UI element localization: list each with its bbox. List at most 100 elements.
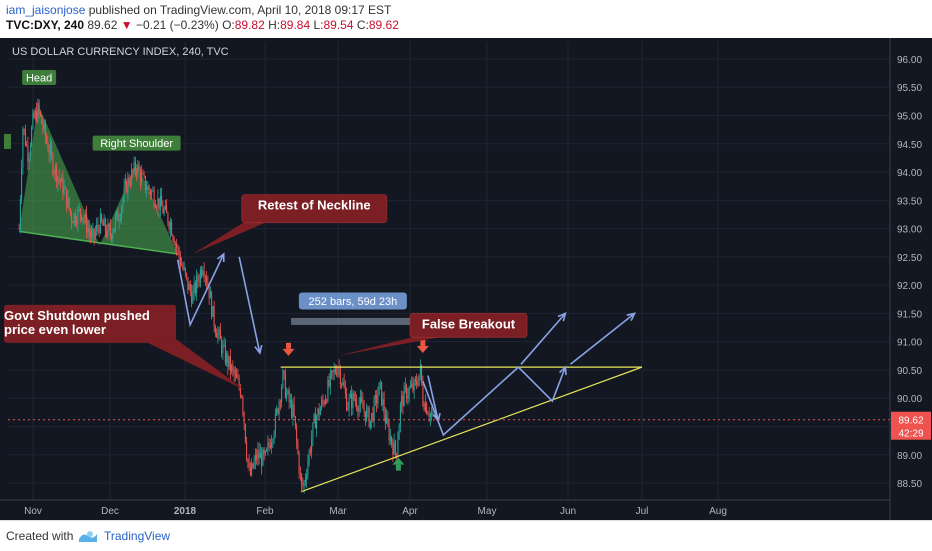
head-shoulders-pattern bbox=[19, 104, 178, 255]
candle-body bbox=[78, 208, 80, 210]
right-shoulder-label-box bbox=[92, 135, 181, 151]
candle-body bbox=[242, 397, 244, 413]
candle-body bbox=[264, 450, 266, 455]
candle-body bbox=[232, 365, 234, 370]
candle-body bbox=[304, 479, 306, 482]
candle-body bbox=[204, 276, 206, 278]
candle-body bbox=[378, 382, 380, 396]
candle-body bbox=[129, 183, 131, 185]
candle-body bbox=[117, 211, 119, 222]
candle-body bbox=[86, 213, 88, 233]
candle-body bbox=[202, 271, 204, 276]
y-tick-label: 90.00 bbox=[897, 394, 922, 405]
projection-arrow-2 bbox=[238, 256, 261, 354]
projection-arrow-6 bbox=[427, 375, 440, 422]
candle-body bbox=[128, 177, 130, 184]
candle-body bbox=[407, 395, 409, 399]
candle-body bbox=[83, 218, 85, 220]
candle-body bbox=[44, 123, 46, 137]
candle-body bbox=[296, 426, 298, 442]
candle-body bbox=[188, 284, 190, 290]
candle-body bbox=[368, 407, 370, 427]
candle-body bbox=[266, 448, 268, 451]
candle-body bbox=[386, 417, 388, 424]
candle-body bbox=[23, 128, 25, 131]
y-tick-label: 93.00 bbox=[897, 225, 922, 236]
candle-body bbox=[311, 438, 313, 452]
footer: Created with TradingView bbox=[0, 520, 932, 551]
candle-body bbox=[256, 454, 258, 460]
candle-body bbox=[39, 111, 41, 116]
candle-body bbox=[208, 285, 210, 299]
countdown-label: 42:29 bbox=[898, 429, 923, 440]
quote-line: TVC:DXY, 240 89.62 ▼ −0.21 (−0.23%) O:89… bbox=[6, 18, 399, 33]
candle-body bbox=[151, 191, 153, 195]
range-bar bbox=[291, 317, 434, 325]
tradingview-logo-icon[interactable] bbox=[78, 529, 98, 546]
candle-body bbox=[66, 188, 68, 208]
candle-body bbox=[194, 282, 196, 293]
candle-body bbox=[294, 416, 296, 427]
candle-body bbox=[58, 177, 60, 180]
candle-body bbox=[43, 123, 45, 129]
candle-body bbox=[119, 217, 121, 221]
author-link[interactable]: iam_jaisonjose bbox=[6, 3, 86, 17]
candle-body bbox=[34, 110, 36, 118]
candle-body bbox=[347, 408, 349, 411]
govt-label-pointer bbox=[128, 333, 245, 390]
candles bbox=[18, 98, 434, 494]
candle-body bbox=[99, 214, 101, 233]
candle-body bbox=[154, 205, 156, 208]
candle-body bbox=[181, 265, 183, 266]
candle-body bbox=[249, 467, 251, 475]
candle-body bbox=[408, 387, 410, 396]
candle-body bbox=[421, 364, 423, 384]
candle-body bbox=[27, 145, 29, 162]
candle-body bbox=[109, 226, 111, 235]
candle-body bbox=[413, 379, 415, 391]
candle-body bbox=[382, 399, 384, 405]
close-value: 89.62 bbox=[368, 18, 399, 32]
projection-arrow-4-head bbox=[557, 312, 567, 322]
candle-body bbox=[366, 409, 368, 421]
candle-body bbox=[218, 329, 220, 333]
publish-info: published on TradingView.com, April 10, … bbox=[85, 3, 392, 17]
candle-body bbox=[96, 224, 98, 232]
candle-body bbox=[269, 445, 271, 448]
candle-body bbox=[236, 373, 238, 378]
candle-body bbox=[314, 414, 316, 429]
candle-body bbox=[381, 381, 383, 405]
candle-body bbox=[137, 164, 139, 174]
candle-body bbox=[19, 198, 21, 229]
candle-body bbox=[24, 130, 26, 146]
candle-body bbox=[426, 403, 428, 414]
candle-body bbox=[126, 180, 128, 193]
candle-body bbox=[312, 422, 314, 439]
candle-body bbox=[212, 306, 214, 317]
candle-body bbox=[346, 393, 348, 411]
candle-body bbox=[237, 377, 239, 379]
low-value: 89.54 bbox=[323, 18, 354, 32]
price-chart[interactable]: 252 bars, 59d 23h Retest of Neckline False… bbox=[0, 38, 932, 520]
candle-body bbox=[223, 344, 225, 346]
tradingview-link[interactable]: TradingView bbox=[104, 529, 171, 543]
candle-body bbox=[377, 395, 379, 404]
candle-body bbox=[221, 338, 223, 354]
projection-arrow-2-head bbox=[254, 345, 263, 355]
candle-body bbox=[354, 399, 356, 402]
candle-body bbox=[306, 475, 308, 480]
candle-body bbox=[38, 103, 40, 112]
x-tick-label: Jul bbox=[636, 506, 649, 517]
y-tick-label: 95.50 bbox=[897, 83, 922, 94]
candle-body bbox=[107, 224, 109, 236]
y-tick-label: 96.00 bbox=[897, 55, 922, 66]
candle-body bbox=[169, 222, 171, 230]
candle-body bbox=[268, 442, 270, 446]
candle-body bbox=[373, 398, 375, 421]
candle-body bbox=[286, 393, 288, 398]
chart-area[interactable]: 252 bars, 59d 23h Retest of Neckline False… bbox=[0, 38, 932, 520]
candle-body bbox=[403, 386, 405, 407]
projection-arrow-1 bbox=[176, 253, 225, 328]
candle-body bbox=[136, 171, 138, 174]
candle-body bbox=[387, 417, 389, 426]
